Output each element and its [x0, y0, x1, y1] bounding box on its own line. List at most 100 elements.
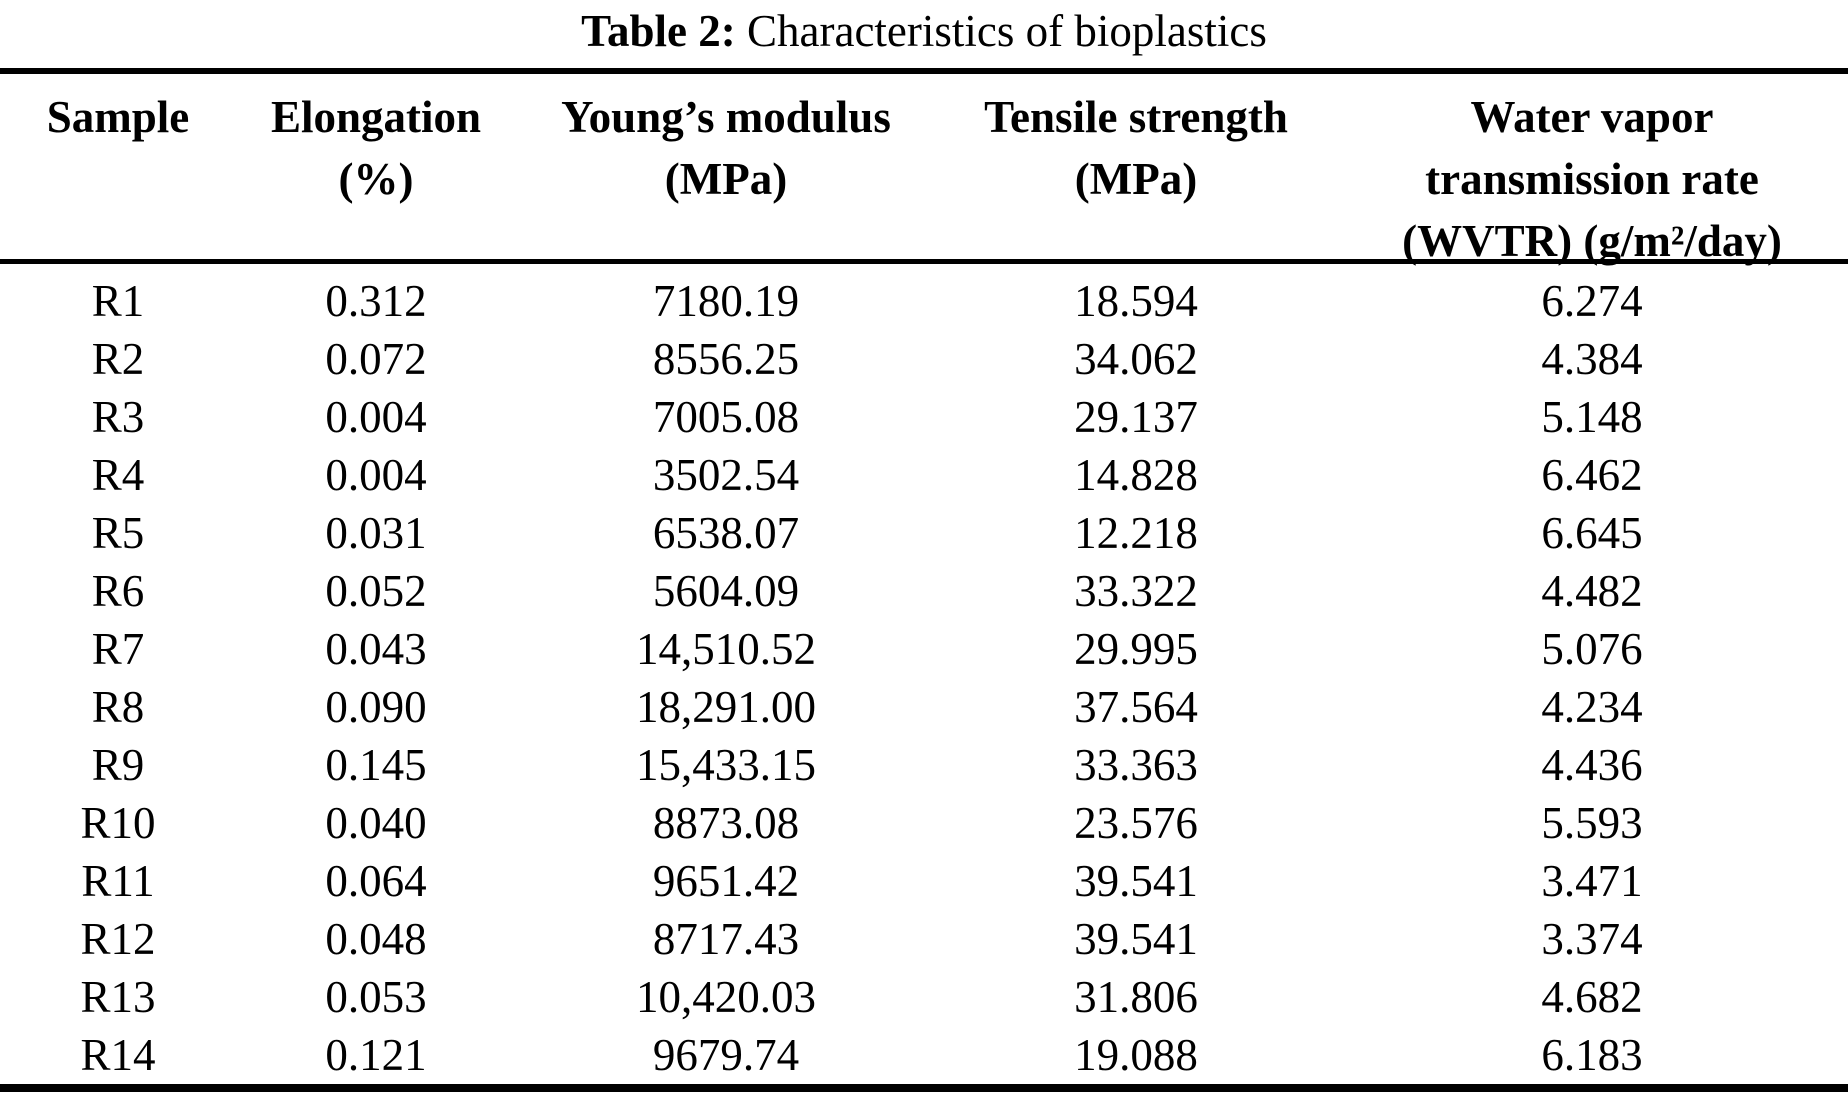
cell-wvtr: 4.436 [1541, 740, 1643, 790]
cell-elongation: 0.145 [325, 740, 427, 790]
cell-youngs_modulus: 14,510.52 [636, 624, 816, 674]
cell-wvtr: 5.076 [1541, 624, 1643, 674]
cell-tensile_strength: 33.363 [1074, 740, 1198, 790]
cell-wvtr: 5.593 [1541, 798, 1643, 848]
cell-youngs_modulus: 8556.25 [652, 334, 800, 384]
header-line: Tensile strength [984, 92, 1288, 142]
cell-tensile_strength: 39.541 [1074, 856, 1198, 906]
cell-tensile_strength: 34.062 [1074, 334, 1198, 384]
table-title: Table 2: Characteristics of bioplastics [0, 0, 1848, 62]
column-header-tensile-strength: Tensile strength (MPa) [936, 86, 1336, 272]
cell-elongation: 0.052 [325, 566, 427, 616]
column-header-youngs-modulus: Young’s modulus (MPa) [516, 86, 936, 272]
header-line: (%) [338, 154, 414, 204]
table-title-label: Table 2: [581, 6, 736, 56]
cell-youngs_modulus: 3502.54 [652, 450, 800, 500]
cell-youngs_modulus: 9679.74 [652, 1030, 800, 1080]
cell-elongation: 0.072 [325, 334, 427, 384]
cell-wvtr: 4.234 [1541, 682, 1643, 732]
table-row: R9 0.145 15,433.15 33.363 4.436 [0, 736, 1848, 794]
table-row: R8 0.090 18,291.00 37.564 4.234 [0, 678, 1848, 736]
table-row: R11 0.064 9651.42 39.541 3.471 [0, 852, 1848, 910]
cell-wvtr: 6.645 [1541, 508, 1643, 558]
cell-youngs_modulus: 5604.09 [652, 566, 800, 616]
cell-sample: R9 [91, 740, 145, 790]
cell-sample: R2 [91, 334, 145, 384]
table-row: R7 0.043 14,510.52 29.995 5.076 [0, 620, 1848, 678]
cell-sample: R6 [91, 566, 145, 616]
table-row: R1 0.312 7180.19 18.594 6.274 [0, 272, 1848, 330]
cell-youngs_modulus: 6538.07 [652, 508, 800, 558]
cell-tensile_strength: 19.088 [1074, 1030, 1198, 1080]
header-line: Sample [46, 92, 190, 142]
bottom-rule [0, 1084, 1848, 1092]
table-row: R3 0.004 7005.08 29.137 5.148 [0, 388, 1848, 446]
cell-wvtr: 3.374 [1541, 914, 1643, 964]
header-rule [0, 259, 1848, 264]
cell-elongation: 0.121 [325, 1030, 427, 1080]
table-row: R6 0.052 5604.09 33.322 4.482 [0, 562, 1848, 620]
cell-elongation: 0.004 [325, 392, 427, 442]
cell-elongation: 0.040 [325, 798, 427, 848]
cell-wvtr: 4.384 [1541, 334, 1643, 384]
cell-sample: R7 [91, 624, 145, 674]
table-row: R2 0.072 8556.25 34.062 4.384 [0, 330, 1848, 388]
cell-wvtr: 6.274 [1541, 276, 1643, 326]
table-row: R12 0.048 8717.43 39.541 3.374 [0, 910, 1848, 968]
cell-sample: R13 [80, 972, 156, 1022]
cell-youngs_modulus: 7180.19 [652, 276, 800, 326]
header-line: transmission rate [1425, 154, 1759, 204]
cell-wvtr: 3.471 [1541, 856, 1643, 906]
header-line: Elongation [270, 92, 482, 142]
cell-tensile_strength: 33.322 [1074, 566, 1198, 616]
cell-youngs_modulus: 18,291.00 [636, 682, 816, 732]
cell-tensile_strength: 31.806 [1074, 972, 1198, 1022]
cell-sample: R10 [80, 798, 156, 848]
column-header-wvtr: Water vapor transmission rate (WVTR) (g/… [1336, 86, 1848, 272]
cell-youngs_modulus: 8717.43 [652, 914, 800, 964]
cell-elongation: 0.031 [325, 508, 427, 558]
cell-elongation: 0.090 [325, 682, 427, 732]
cell-sample: R1 [91, 276, 145, 326]
cell-youngs_modulus: 10,420.03 [636, 972, 816, 1022]
header-line: Water vapor [1470, 92, 1714, 142]
table-row: R14 0.121 9679.74 19.088 6.183 [0, 1026, 1848, 1084]
cell-tensile_strength: 23.576 [1074, 798, 1198, 848]
cell-sample: R14 [80, 1030, 156, 1080]
cell-elongation: 0.004 [325, 450, 427, 500]
cell-tensile_strength: 37.564 [1074, 682, 1198, 732]
column-header-elongation: Elongation (%) [236, 86, 516, 272]
cell-youngs_modulus: 8873.08 [652, 798, 800, 848]
header-line: (MPa) [1074, 154, 1198, 204]
cell-sample: R5 [91, 508, 145, 558]
cell-sample: R12 [80, 914, 156, 964]
table-body: R1 0.312 7180.19 18.594 6.274 R2 0.072 8556.25 3… [0, 272, 1848, 1084]
cell-sample: R8 [91, 682, 145, 732]
cell-sample: R11 [81, 856, 155, 906]
top-rule [0, 68, 1848, 74]
cell-elongation: 0.043 [325, 624, 427, 674]
table-row: R4 0.004 3502.54 14.828 6.462 [0, 446, 1848, 504]
cell-tensile_strength: 14.828 [1074, 450, 1198, 500]
cell-tensile_strength: 12.218 [1074, 508, 1198, 558]
cell-elongation: 0.053 [325, 972, 427, 1022]
cell-elongation: 0.064 [325, 856, 427, 906]
cell-tensile_strength: 18.594 [1074, 276, 1198, 326]
cell-sample: R4 [91, 450, 145, 500]
cell-youngs_modulus: 15,433.15 [636, 740, 816, 790]
cell-wvtr: 4.482 [1541, 566, 1643, 616]
header-line: Young’s modulus [561, 92, 891, 142]
cell-sample: R3 [91, 392, 145, 442]
cell-tensile_strength: 29.995 [1074, 624, 1198, 674]
cell-wvtr: 6.183 [1541, 1030, 1643, 1080]
header-line: (MPa) [664, 154, 788, 204]
table-row: R13 0.053 10,420.03 31.806 4.682 [0, 968, 1848, 1026]
cell-wvtr: 5.148 [1541, 392, 1643, 442]
table-row: R5 0.031 6538.07 12.218 6.645 [0, 504, 1848, 562]
cell-tensile_strength: 39.541 [1074, 914, 1198, 964]
column-header-sample: Sample [0, 86, 236, 272]
cell-wvtr: 4.682 [1541, 972, 1643, 1022]
cell-youngs_modulus: 7005.08 [652, 392, 800, 442]
table-title-text: Characteristics of bioplastics [735, 6, 1267, 56]
